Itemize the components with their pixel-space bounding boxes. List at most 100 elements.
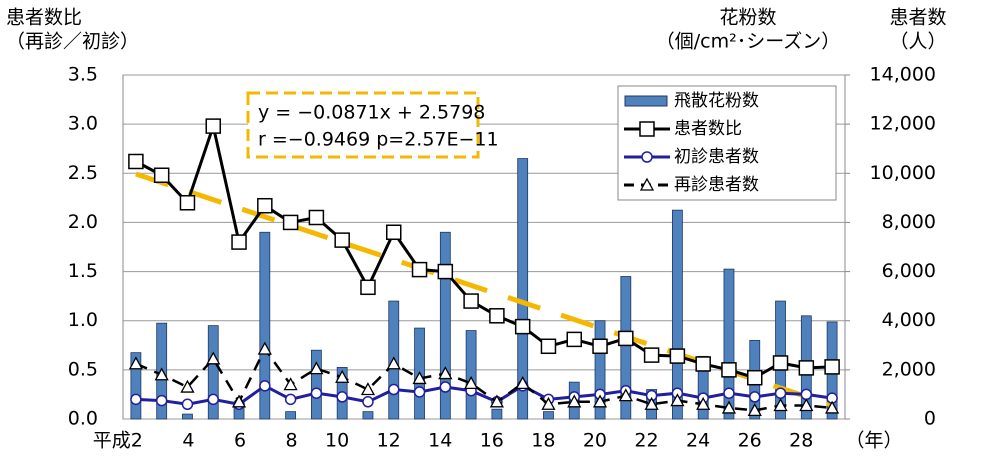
marker (774, 387, 787, 399)
bar (491, 408, 503, 420)
y-tick-label: 1.0 (68, 309, 98, 331)
marker (282, 214, 299, 231)
marker (334, 232, 350, 248)
marker (592, 394, 608, 408)
marker (566, 331, 582, 348)
series-line (135, 346, 833, 412)
marker (310, 387, 323, 399)
x-tick-label: 18 (531, 430, 555, 452)
marker (128, 153, 144, 170)
marker (437, 263, 454, 280)
marker (179, 195, 196, 211)
marker (206, 351, 221, 365)
marker (130, 393, 142, 406)
marker (231, 234, 247, 250)
x-tick-label: 22 (634, 430, 658, 452)
marker (749, 391, 761, 403)
marker (747, 369, 763, 386)
marker (489, 394, 504, 408)
x-tick-label: 24 (686, 430, 710, 452)
marker (259, 380, 271, 392)
y2-axis-label: 花粉数 (719, 7, 776, 29)
y2-tick-label: 6,000 (882, 260, 936, 282)
y-tick-label: 0.0 (68, 408, 98, 430)
series-line (135, 120, 833, 380)
legend-label: 患者数比 (674, 119, 742, 139)
marker (670, 393, 685, 407)
marker (567, 394, 582, 408)
x-tick-label: 6 (234, 430, 246, 452)
legend-label: 再診患者数 (674, 175, 759, 195)
bar (723, 268, 735, 420)
marker (824, 359, 840, 375)
marker (388, 383, 400, 396)
bar (207, 325, 219, 420)
marker (798, 360, 815, 376)
marker (207, 393, 219, 406)
marker (514, 318, 531, 335)
marker (618, 388, 633, 402)
bar (310, 349, 322, 420)
y2-axis-label: （個/cm²･シーズン） (656, 31, 841, 53)
marker (643, 347, 660, 363)
marker (386, 356, 401, 370)
marker (463, 293, 479, 309)
legend-marker (639, 121, 655, 137)
bar (439, 231, 451, 420)
x-tick-label: 16 (480, 430, 504, 452)
marker (721, 362, 737, 378)
x-tick-label: 平成2 (93, 430, 143, 452)
legend-marker (639, 177, 655, 191)
marker (386, 224, 402, 241)
bar (517, 158, 529, 420)
y2-axis-label: （人） (889, 31, 946, 53)
marker (438, 366, 453, 380)
marker (155, 394, 168, 407)
marker (540, 338, 557, 355)
bar (594, 320, 606, 420)
y2-tick-label: 4,000 (882, 309, 936, 331)
marker (413, 386, 426, 398)
marker (362, 396, 374, 408)
marker (257, 197, 273, 214)
marker (799, 398, 814, 412)
marker (181, 398, 194, 411)
marker (336, 391, 348, 403)
legend-swatch (624, 95, 668, 107)
marker (773, 398, 788, 412)
trend-line (135, 171, 833, 408)
bar (671, 209, 683, 420)
y-tick-label: 0.5 (68, 358, 98, 380)
x-tick-label: 26 (738, 430, 762, 452)
annotation: r =−0.9469 p=2.57E−11 (258, 129, 499, 151)
y-tick-label: 3.5 (68, 64, 98, 86)
marker (639, 177, 655, 191)
marker (695, 356, 711, 372)
marker (284, 393, 297, 406)
marker (800, 388, 813, 401)
marker (747, 403, 762, 417)
y2-axis-label: 患者数 (889, 7, 946, 29)
x-tick-label: 4 (182, 430, 194, 452)
bar (465, 330, 477, 420)
marker (128, 356, 143, 370)
marker (669, 348, 686, 364)
marker (696, 396, 711, 410)
y2-tick-label: 12,000 (870, 113, 936, 135)
marker (308, 209, 325, 226)
x-tick-label: 12 (377, 430, 401, 452)
x-tick-label: 10 (325, 430, 349, 452)
marker (283, 377, 298, 391)
marker (205, 118, 221, 134)
x-tick-label: 8 (286, 430, 298, 452)
marker (772, 355, 789, 371)
marker (309, 361, 324, 375)
y-axis-label: （再診／初診） (6, 31, 139, 53)
marker (639, 121, 655, 137)
y-tick-label: 2.5 (68, 162, 98, 184)
y2-tick-label: 2,000 (882, 358, 936, 380)
marker (154, 367, 169, 381)
marker (257, 341, 272, 355)
